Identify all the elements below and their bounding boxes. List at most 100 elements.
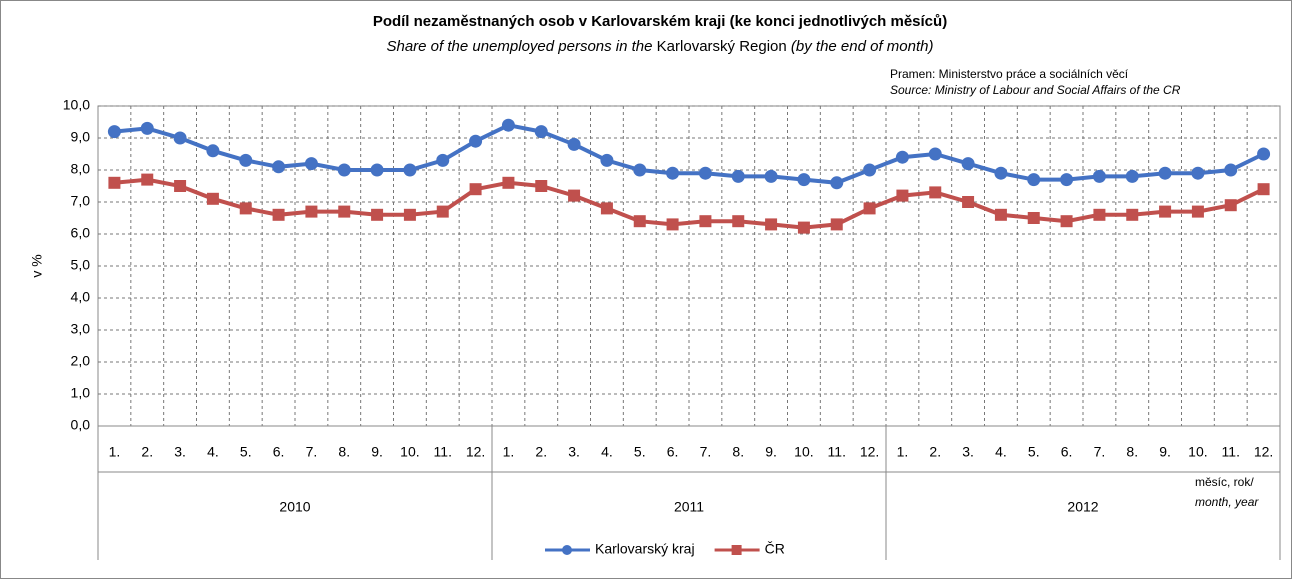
x-tick-label: 7. [1094,444,1106,460]
marker [764,169,778,183]
marker [141,173,154,186]
marker [108,176,121,189]
legend-label: ČR [765,541,785,557]
marker [765,218,778,231]
marker [731,169,745,183]
x-tick-label: 8. [1126,444,1138,460]
x-tick-label: 1. [897,444,909,460]
x-tick-label: 10. [794,444,813,460]
marker [403,163,417,177]
y-tick-label: 2,0 [71,353,91,369]
marker [994,166,1008,180]
marker [206,192,219,205]
x-tick-label: 3. [962,444,974,460]
y-tick-label: 8,0 [71,161,91,177]
marker [1125,169,1139,183]
marker [107,125,121,139]
x-tick-label: 7. [306,444,318,460]
marker [272,208,285,221]
marker [633,215,646,228]
legend-marker [731,545,742,555]
marker [239,153,253,167]
x-tick-label: 6. [667,444,679,460]
marker [272,160,286,174]
marker [502,176,515,189]
x-tick-label: 2. [929,444,941,460]
marker [140,121,154,135]
source: Source: Ministry of Labour and Social Af… [890,83,1181,97]
marker [699,215,712,228]
chart-title: Podíl nezaměstnaných osob v Karlovarském… [373,13,947,30]
x-tick-label: 12. [466,444,485,460]
marker [304,157,318,171]
marker [1158,166,1172,180]
marker [371,208,384,221]
source: Pramen: Ministerstvo práce a sociálních … [890,67,1129,81]
x-tick-label: 2. [535,444,547,460]
x-tick-label: 11. [1222,444,1240,460]
marker [206,144,220,158]
x-tick-label: 2. [141,444,153,460]
marker [1060,215,1073,228]
marker [174,180,187,192]
x-tick-label: 11. [434,444,452,460]
marker [896,189,909,202]
x-tick-label: 4. [207,444,219,460]
marker [830,176,844,190]
y-tick-label: 9,0 [71,129,91,145]
marker [863,163,877,177]
x-tick-label: 6. [1061,444,1073,460]
y-tick-label: 5,0 [71,257,91,273]
y-tick-label: 3,0 [71,321,91,337]
marker [370,163,384,177]
marker [1092,169,1106,183]
y-tick-label: 4,0 [71,289,91,305]
marker [305,205,318,218]
x-tick-label: 12. [1254,444,1273,460]
x-tick-label: 11. [828,444,846,460]
x-tick-label: 4. [601,444,613,460]
marker [928,147,942,161]
group-label: 2010 [279,499,310,515]
x-tick-label: 5. [1028,444,1040,460]
marker [929,186,942,199]
marker [337,163,351,177]
marker [895,150,909,164]
x-tick-label: 8. [338,444,350,460]
y-tick-label: 1,0 [71,385,91,401]
y-tick-label: 10,0 [63,97,90,113]
legend-marker [562,545,572,555]
x-tick-label: 6. [273,444,285,460]
x-tick-label: 12. [860,444,879,460]
marker [797,173,811,187]
x-tick-label: 8. [732,444,744,460]
marker [239,202,252,215]
marker [534,125,548,139]
x-tick-label: 9. [1159,444,1171,460]
marker [1060,173,1074,187]
subtitle-part: Share of the unemployed persons in the [386,38,652,55]
marker [173,131,187,145]
marker [1224,163,1238,177]
y-axis-label: v % [29,254,45,277]
marker [666,218,679,231]
marker [994,208,1007,221]
marker [1257,147,1271,161]
group-label: 2012 [1067,499,1098,515]
marker [962,196,975,208]
x-tick-label: 9. [765,444,777,460]
marker [633,163,647,177]
subtitle-part: (by the end of month) [791,38,934,55]
x-tick-label: 1. [109,444,121,460]
marker [567,137,581,151]
x-tick-label: 3. [568,444,580,460]
x-tick-label: 10. [1188,444,1207,460]
marker [1027,212,1040,224]
y-tick-label: 0,0 [71,417,91,433]
marker [1224,199,1237,212]
x-tick-label: 9. [371,444,383,460]
marker [1159,205,1172,218]
marker [666,166,680,180]
